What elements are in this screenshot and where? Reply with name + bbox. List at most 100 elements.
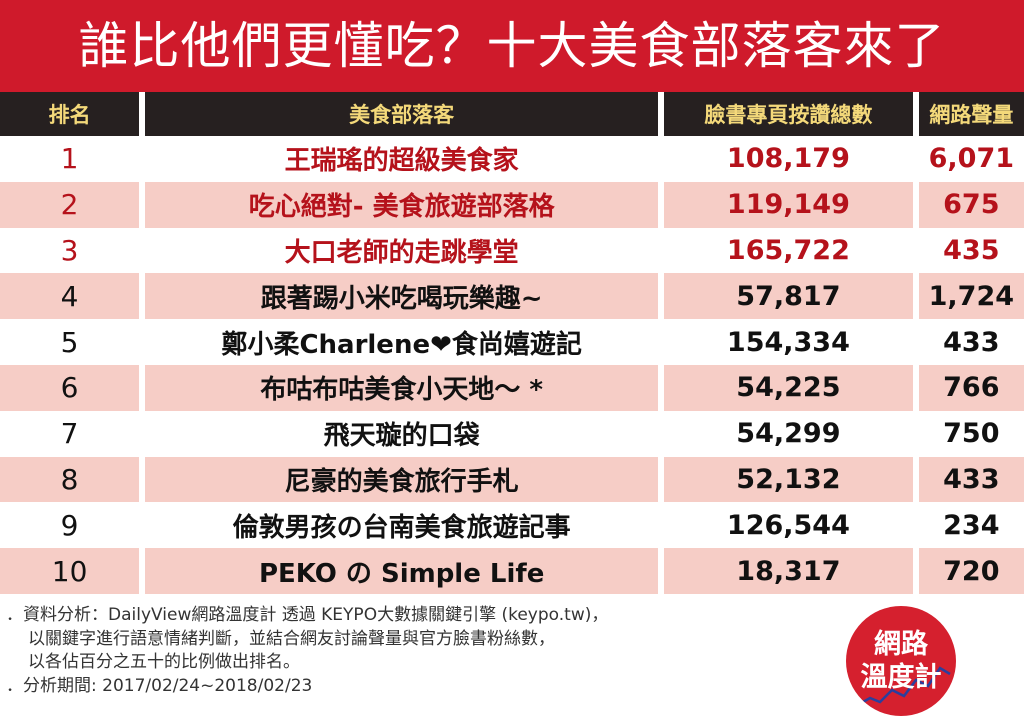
logo: 網路 溫度計	[846, 606, 956, 716]
table-row: 8 尼豪的美食旅行手札 52,132 433	[0, 456, 1024, 503]
column-divider	[139, 502, 146, 549]
column-divider	[912, 319, 919, 365]
column-divider	[912, 227, 919, 274]
column-divider	[912, 136, 919, 182]
table-row: 6 布咕布咕美食小天地～ * 54,225 766	[0, 364, 1024, 411]
logo-text-line2: 溫度計	[860, 662, 942, 693]
rank-cell: 2	[60, 188, 79, 222]
rank-cell: 1	[60, 142, 79, 176]
column-divider	[139, 319, 146, 365]
trend-line-icon	[855, 666, 951, 708]
blogger-name-cell: PEKO の Simple Life	[258, 558, 545, 589]
note-line: ．分析期間: 2017/02/24~2018/02/23	[6, 675, 313, 696]
page-title: 誰比他們更懂吃？十大美食部落客來了	[0, 0, 1024, 92]
column-divider	[139, 227, 146, 274]
rank-cell: 7	[60, 417, 79, 451]
column-divider	[139, 410, 146, 457]
likes-cell: 18,317	[736, 555, 841, 587]
blogger-name-cell: 跟著踢小米吃喝玩樂趣~	[260, 283, 543, 314]
logo-text-line1: 網路	[874, 629, 928, 660]
column-divider	[912, 410, 919, 457]
volume-cell: 1,724	[928, 280, 1015, 312]
table-row: 4 跟著踢小米吃喝玩樂趣~ 57,817 1,724	[0, 273, 1024, 320]
column-divider	[139, 456, 146, 503]
likes-cell: 119,149	[726, 189, 850, 221]
likes-cell: 126,544	[726, 509, 850, 541]
likes-cell: 154,334	[726, 326, 850, 358]
rank-cell: 10	[51, 554, 88, 588]
column-divider	[658, 548, 665, 594]
volume-cell: 675	[943, 189, 1000, 221]
column-divider	[658, 502, 665, 549]
column-divider	[139, 548, 146, 594]
analysis-notes: ．資料分析：DailyView網路溫度計 透過 KEYPO大數據關鍵引擎 (ke…	[6, 604, 846, 698]
column-divider	[139, 92, 146, 136]
column-divider	[658, 319, 665, 365]
column-divider	[912, 456, 919, 503]
column-divider	[139, 136, 146, 182]
volume-cell: 433	[943, 463, 1000, 495]
rank-cell: 3	[60, 233, 79, 267]
table-body: 1 王瑞瑤的超級美食家 108,179 6,071 2 吃心絕對- 美食旅遊部落格 119,…	[0, 136, 1024, 594]
table-row: 10 PEKO の Simple Life 18,317 720	[0, 548, 1024, 594]
table-row: 3 大口老師的走跳學堂 165,722 435	[0, 227, 1024, 274]
table-row: 1 王瑞瑤的超級美食家 108,179 6,071	[0, 136, 1024, 182]
rank-cell: 6	[60, 371, 79, 405]
volume-cell: 6,071	[928, 143, 1015, 175]
rank-cell: 8	[60, 462, 79, 496]
blogger-name-cell: 布咕布咕美食小天地～ *	[260, 375, 543, 406]
likes-cell: 52,132	[736, 463, 841, 495]
header-volume: 網路聲量	[929, 103, 1014, 127]
rank-cell: 5	[60, 325, 79, 359]
column-divider	[658, 456, 665, 503]
column-divider	[912, 502, 919, 549]
column-divider	[658, 364, 665, 411]
blogger-name-cell: 大口老師的走跳學堂	[284, 237, 519, 268]
likes-cell: 108,179	[726, 143, 850, 175]
header-blogger: 美食部落客	[349, 103, 455, 127]
column-divider	[139, 181, 146, 228]
header-rank: 排名	[48, 103, 91, 127]
rank-cell: 9	[60, 508, 79, 542]
table-row: 2 吃心絕對- 美食旅遊部落格 119,149 675	[0, 181, 1024, 228]
ranking-table: 排名 美食部落客 臉書專頁按讚總數 網路聲量 1 王瑞瑤的超級美食家 108,179…	[0, 92, 1024, 594]
volume-cell: 750	[943, 418, 1000, 450]
table-header: 排名 美食部落客 臉書專頁按讚總數 網路聲量	[0, 92, 1024, 136]
blogger-name-cell: 王瑞瑤的超級美食家	[284, 146, 519, 177]
volume-cell: 766	[943, 372, 1000, 404]
column-divider	[912, 92, 919, 136]
column-divider	[658, 410, 665, 457]
column-divider	[912, 548, 919, 594]
blogger-name-cell: 飛天璇的口袋	[323, 421, 480, 452]
blogger-name-cell: 倫敦男孩の台南美食旅遊記事	[232, 512, 571, 543]
column-divider	[658, 136, 665, 182]
column-divider	[658, 273, 665, 320]
note-line: ．資料分析：DailyView網路溫度計 透過 KEYPO大數據關鍵引擎 (ke…	[6, 605, 609, 625]
volume-cell: 234	[943, 509, 1000, 541]
column-divider	[658, 92, 665, 136]
column-divider	[658, 227, 665, 274]
column-divider	[658, 181, 665, 228]
table-row: 9 倫敦男孩の台南美食旅遊記事 126,544 234	[0, 502, 1024, 549]
column-divider	[139, 273, 146, 320]
likes-cell: 54,299	[736, 418, 841, 450]
rank-cell: 4	[60, 279, 79, 313]
table-row: 7 飛天璇的口袋 54,299 750	[0, 410, 1024, 457]
volume-cell: 720	[943, 555, 1000, 587]
likes-cell: 54,225	[736, 372, 841, 404]
blogger-name-cell: 鄭小柔Charlene❤食尚嬉遊記	[221, 329, 582, 360]
column-divider	[912, 364, 919, 411]
table-row: 5 鄭小柔Charlene❤食尚嬉遊記 154,334 433	[0, 319, 1024, 365]
column-divider	[139, 364, 146, 411]
likes-cell: 57,817	[736, 280, 841, 312]
note-line: 以各佔百分之五十的比例做出排名。	[28, 652, 300, 672]
header-likes: 臉書專頁按讚總數	[704, 103, 873, 127]
likes-cell: 165,722	[726, 234, 850, 266]
volume-cell: 435	[943, 234, 1000, 266]
blogger-name-cell: 尼豪的美食旅行手札	[284, 466, 519, 497]
blogger-name-cell: 吃心絕對- 美食旅遊部落格	[248, 192, 555, 223]
column-divider	[912, 181, 919, 228]
volume-cell: 433	[943, 326, 1000, 358]
note-line: 以關鍵字進行語意情緒判斷，並結合網友討論聲量與官方臉書粉絲數，	[28, 628, 555, 649]
column-divider	[912, 273, 919, 320]
